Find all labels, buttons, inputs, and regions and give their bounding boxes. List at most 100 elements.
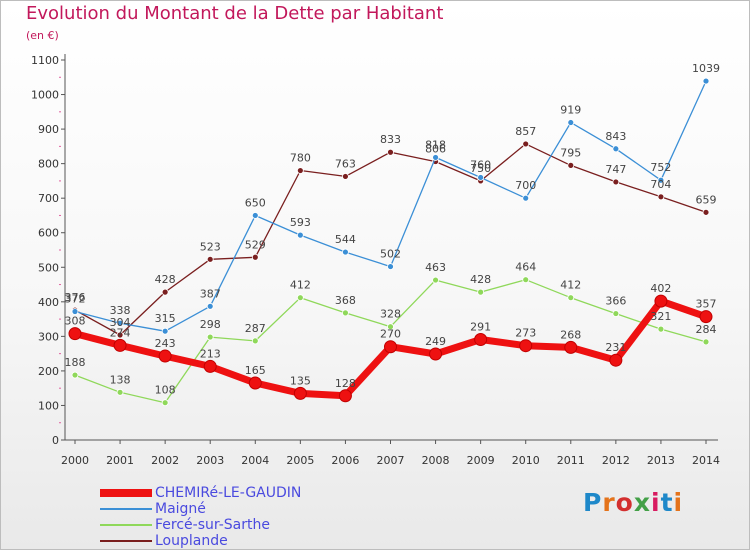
x-tick-label: 2000 bbox=[61, 454, 89, 467]
data-label: 315 bbox=[155, 312, 176, 325]
data-label: 291 bbox=[470, 320, 491, 333]
data-label: 593 bbox=[290, 216, 311, 229]
data-point bbox=[609, 353, 623, 367]
data-label: 659 bbox=[696, 193, 717, 206]
data-point bbox=[71, 371, 79, 379]
data-label: 806 bbox=[425, 143, 446, 156]
data-label: 321 bbox=[650, 310, 671, 323]
data-label: 529 bbox=[245, 238, 266, 251]
data-point bbox=[519, 339, 533, 353]
chart-title: Evolution du Montant de la Dette par Hab… bbox=[26, 3, 444, 24]
logo-letter: r bbox=[602, 488, 616, 517]
data-point bbox=[612, 310, 620, 317]
data-point bbox=[699, 310, 713, 324]
x-tick-label: 2001 bbox=[106, 454, 134, 467]
data-point bbox=[68, 327, 82, 341]
x-tick-label: 2012 bbox=[602, 454, 630, 467]
x-tick-label: 2011 bbox=[557, 454, 585, 467]
data-point bbox=[161, 399, 169, 407]
data-label: 750 bbox=[470, 162, 491, 175]
x-tick-label: 2009 bbox=[467, 454, 495, 467]
data-label: 760 bbox=[470, 158, 491, 171]
data-label: 298 bbox=[200, 318, 221, 331]
data-point bbox=[522, 140, 530, 148]
data-point bbox=[474, 332, 488, 346]
data-point bbox=[296, 231, 304, 239]
data-label: 372 bbox=[65, 292, 86, 305]
data-point bbox=[113, 338, 127, 352]
series-0 bbox=[68, 294, 713, 403]
data-label: 502 bbox=[380, 248, 401, 261]
y-tick-label: 900 bbox=[38, 123, 59, 136]
legend-swatch bbox=[100, 524, 152, 526]
data-label: 650 bbox=[245, 196, 266, 209]
logo-letter: i bbox=[651, 488, 661, 517]
data-point bbox=[342, 173, 349, 180]
y-tick-label: 600 bbox=[38, 227, 59, 240]
data-point bbox=[567, 161, 575, 169]
data-point bbox=[293, 386, 307, 400]
data-label: 274 bbox=[110, 326, 131, 339]
data-point bbox=[161, 288, 169, 296]
x-tick-label: 2008 bbox=[422, 454, 450, 467]
data-point bbox=[567, 294, 575, 302]
x-tick-label: 2007 bbox=[377, 454, 405, 467]
data-label: 338 bbox=[110, 304, 131, 317]
data-label: 357 bbox=[696, 298, 717, 311]
data-label: 328 bbox=[380, 308, 401, 321]
data-point bbox=[522, 276, 530, 284]
y-tick-label: 100 bbox=[38, 399, 59, 412]
data-point bbox=[432, 154, 439, 161]
legend-swatch bbox=[100, 489, 152, 497]
data-label: 833 bbox=[380, 133, 401, 146]
data-label: 273 bbox=[515, 327, 536, 340]
data-point bbox=[116, 331, 124, 339]
data-label: 412 bbox=[560, 279, 581, 292]
data-point bbox=[657, 193, 665, 201]
data-point bbox=[248, 376, 262, 390]
data-point bbox=[387, 148, 394, 156]
data-label: 108 bbox=[155, 384, 176, 397]
y-tick-label: 800 bbox=[38, 158, 59, 171]
data-point bbox=[203, 359, 217, 373]
data-point bbox=[702, 77, 710, 85]
data-label: 138 bbox=[110, 373, 131, 386]
data-point bbox=[387, 263, 394, 270]
legend-label: CHEMIRé-LE-GAUDIN bbox=[155, 485, 302, 501]
legend-swatch bbox=[100, 540, 152, 542]
x-tick-label: 2004 bbox=[241, 454, 269, 467]
data-label: 700 bbox=[515, 179, 536, 192]
data-label: 287 bbox=[245, 322, 266, 335]
data-point bbox=[432, 276, 439, 284]
data-point bbox=[71, 308, 79, 315]
x-tick-label: 2005 bbox=[286, 454, 314, 467]
legend-label: Louplande bbox=[155, 533, 228, 549]
chart-unit: (en €) bbox=[26, 29, 59, 42]
data-label: 243 bbox=[155, 337, 176, 350]
data-point bbox=[251, 337, 259, 345]
data-point bbox=[654, 294, 668, 308]
data-label: 704 bbox=[650, 178, 671, 191]
data-point bbox=[564, 340, 578, 354]
data-label: 128 bbox=[335, 377, 356, 390]
y-tick-label: 400 bbox=[38, 296, 59, 309]
data-label: 843 bbox=[605, 130, 626, 143]
data-label: 284 bbox=[696, 323, 717, 336]
logo-letter: x bbox=[633, 488, 651, 517]
data-point bbox=[342, 248, 349, 256]
data-point bbox=[384, 340, 397, 354]
data-label: 308 bbox=[65, 315, 86, 328]
data-label: 428 bbox=[470, 273, 491, 286]
data-label: 188 bbox=[65, 356, 86, 369]
x-tick-label: 2014 bbox=[692, 454, 720, 467]
series-1 bbox=[71, 77, 710, 335]
data-point bbox=[342, 309, 349, 317]
y-tick-label: 1000 bbox=[31, 89, 59, 102]
data-label: 376 bbox=[65, 291, 86, 304]
data-label: 1039 bbox=[692, 62, 720, 75]
data-label: 387 bbox=[200, 287, 221, 300]
data-label: 231 bbox=[605, 341, 626, 354]
data-label: 818 bbox=[425, 138, 446, 151]
